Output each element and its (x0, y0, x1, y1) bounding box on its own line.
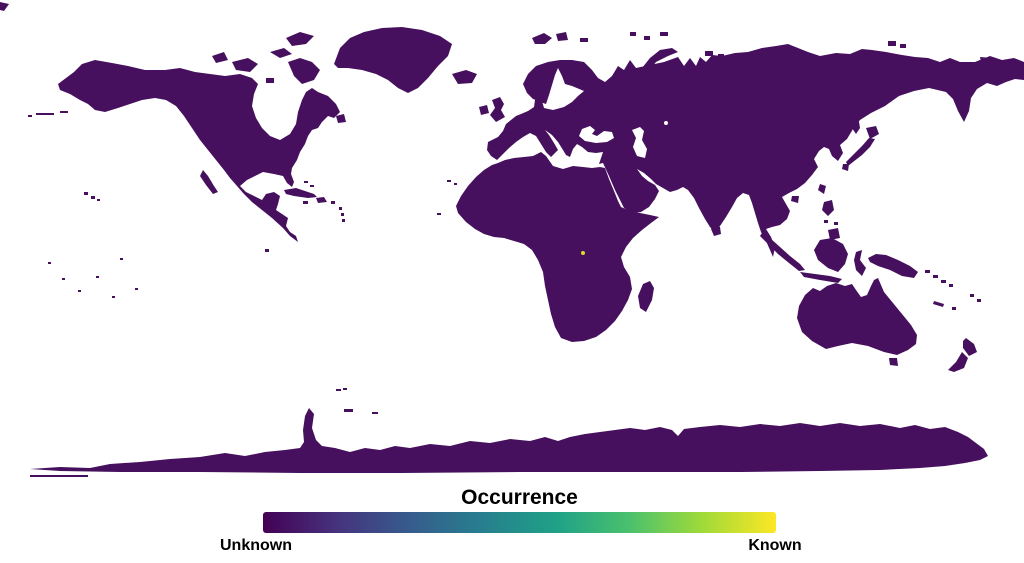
java (800, 272, 842, 283)
philippines (822, 200, 840, 240)
eurasia (487, 44, 1024, 257)
australia (797, 278, 917, 355)
new-zealand (948, 338, 977, 372)
greenland (334, 27, 452, 93)
new-guinea (868, 254, 918, 278)
africa (456, 152, 659, 342)
borneo (814, 238, 848, 272)
land-shapes (0, 2, 1024, 477)
world-map (0, 2, 1024, 477)
sakhalin (852, 116, 860, 134)
ireland (479, 105, 489, 115)
legend-title: Occurrence (461, 486, 578, 509)
sulawesi (854, 250, 866, 276)
melanesia-islands (925, 270, 981, 310)
taiwan (818, 184, 826, 194)
iceland (452, 70, 477, 84)
colorbar (263, 512, 776, 533)
inland-water (268, 121, 668, 158)
sri-lanka (711, 224, 721, 236)
occurrence-point (581, 251, 585, 255)
hainan (791, 196, 799, 203)
baja-california (200, 170, 218, 194)
north-america (58, 60, 340, 242)
colorbar-max-label: Known (748, 537, 802, 554)
chukotka-wrap-fragment (0, 2, 9, 11)
arctic-islands-small (532, 32, 992, 72)
great-britain (490, 97, 505, 122)
colorbar-min-label: Unknown (220, 537, 292, 554)
black-sea (579, 126, 614, 143)
aleutian-islands (28, 111, 68, 117)
madagascar (638, 281, 654, 312)
sumatra (760, 233, 805, 271)
newfoundland (336, 114, 346, 123)
japan (842, 126, 879, 171)
caribbean-islands (284, 181, 345, 222)
ocean-island-specks (48, 180, 457, 414)
antarctica (30, 408, 988, 477)
arctic-archipelago (212, 32, 320, 84)
caspian-sea (632, 127, 647, 158)
tasmania (889, 358, 898, 366)
